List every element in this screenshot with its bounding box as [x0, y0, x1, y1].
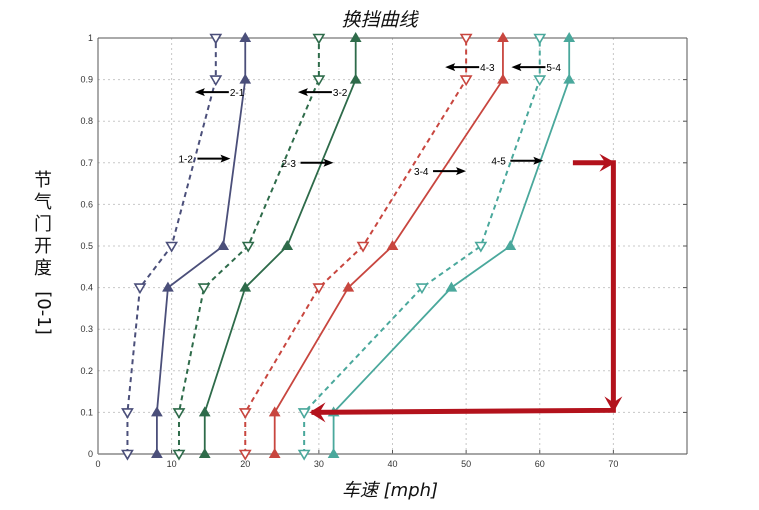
shift-label: 4-5 — [491, 157, 506, 168]
series-line-4-3 — [244, 38, 468, 454]
triangle-down-marker — [241, 241, 255, 253]
arrow-right-icon — [456, 167, 467, 176]
y-tick-label: 0.3 — [80, 324, 93, 334]
y-tick-label: 0.1 — [80, 407, 93, 417]
x-tick-label: 10 — [167, 459, 177, 469]
triangle-up-marker — [151, 406, 163, 417]
x-tick-label: 0 — [95, 459, 100, 469]
y-tick-label: 0.4 — [80, 283, 93, 293]
arrow-left-icon — [194, 88, 205, 97]
triangle-up-marker — [497, 32, 509, 42]
y-axis-label: 节 气 门 开 度 [0-1] — [33, 170, 54, 335]
chart-title: 换挡曲线 — [341, 9, 418, 31]
shift-label: 2-3 — [282, 159, 297, 170]
y-tick-label: 0.7 — [80, 158, 93, 168]
triangle-up-marker — [497, 73, 509, 84]
triangle-down-marker — [459, 75, 473, 87]
triangle-down-marker — [459, 33, 473, 45]
triangle-down-marker — [121, 408, 134, 419]
triangle-up-marker — [151, 448, 163, 458]
x-tick-label: 70 — [608, 459, 618, 469]
highlight-arrow-down-icon — [604, 396, 623, 413]
shift-label: 1-2 — [178, 155, 193, 166]
series-line-3-2 — [177, 38, 320, 454]
y-tick-label: 0.9 — [80, 75, 93, 85]
y-tick-label: 0.5 — [80, 241, 93, 251]
triangle-down-marker — [172, 449, 186, 461]
triangle-up-marker — [342, 281, 355, 292]
y-tick-label: 1 — [88, 33, 93, 43]
triangle-down-marker — [312, 75, 326, 87]
triangle-down-marker — [197, 283, 211, 295]
triangle-down-marker — [297, 408, 311, 419]
x-tick-label: 30 — [314, 459, 324, 469]
triangle-up-marker — [239, 281, 252, 292]
series-line-2-1 — [126, 38, 217, 454]
triangle-down-marker — [238, 408, 252, 419]
triangle-down-marker — [209, 33, 223, 45]
y-tick-label: 0 — [88, 449, 93, 459]
arrow-right-icon — [220, 154, 231, 163]
shift-label: 3-4 — [414, 167, 429, 178]
triangle-down-marker — [172, 408, 186, 419]
triangle-down-marker — [312, 283, 326, 295]
triangle-up-marker — [504, 240, 517, 250]
series-line-4-5 — [332, 38, 571, 454]
x-tick-label: 40 — [387, 459, 397, 469]
arrow-left-icon — [297, 88, 308, 97]
triangle-up-marker — [217, 240, 230, 250]
triangle-down-marker — [474, 241, 488, 253]
arrow-right-icon — [323, 158, 334, 167]
shift-label: 3-2 — [333, 88, 348, 99]
arrow-right-icon — [533, 156, 544, 165]
triangle-up-marker — [349, 73, 362, 84]
triangle-up-marker — [563, 32, 576, 42]
arrow-left-icon — [445, 63, 456, 72]
highlight-arrow-right-icon — [599, 153, 616, 172]
triangle-up-marker — [563, 73, 576, 84]
triangle-down-marker — [415, 283, 429, 295]
triangle-up-marker — [281, 240, 294, 250]
series-line-3-4 — [273, 38, 504, 454]
shift-label: 4-3 — [480, 63, 495, 74]
triangle-down-marker — [297, 449, 311, 461]
series-line-2-3 — [203, 38, 357, 454]
triangle-up-marker — [162, 281, 174, 292]
y-tick-label: 0.8 — [80, 116, 93, 126]
triangle-up-marker — [198, 406, 211, 417]
arrow-left-icon — [511, 63, 522, 72]
y-tick-label: 0.2 — [80, 366, 93, 376]
triangle-up-marker — [268, 448, 281, 458]
triangle-down-marker — [165, 241, 179, 253]
triangle-down-marker — [356, 241, 370, 253]
x-axis-label: 车速 [mph] — [341, 480, 439, 501]
x-tick-label: 60 — [535, 459, 545, 469]
triangle-down-marker — [209, 75, 223, 87]
triangle-up-marker — [327, 448, 340, 458]
x-tick-label: 50 — [461, 459, 471, 469]
shift-label: 5-4 — [546, 63, 561, 74]
triangle-down-marker — [533, 75, 547, 87]
series-line-5-4 — [303, 38, 541, 454]
triangle-down-marker — [238, 449, 252, 461]
triangle-down-marker — [533, 33, 547, 45]
series-line-1-2 — [155, 38, 247, 454]
triangle-up-marker — [386, 240, 399, 250]
triangle-up-marker — [239, 73, 252, 84]
triangle-up-marker — [239, 32, 252, 42]
triangle-down-marker — [133, 283, 147, 295]
triangle-down-marker — [121, 449, 134, 461]
triangle-up-marker — [268, 406, 281, 417]
highlight-arrow-left-icon — [309, 402, 326, 423]
triangle-up-marker — [349, 32, 362, 42]
shift-label: 2-1 — [230, 88, 245, 99]
triangle-up-marker — [198, 448, 211, 458]
triangle-up-marker — [445, 281, 458, 292]
y-tick-label: 0.6 — [80, 199, 93, 209]
x-tick-label: 20 — [240, 459, 250, 469]
highlight-path — [311, 160, 616, 415]
triangle-down-marker — [312, 33, 326, 45]
